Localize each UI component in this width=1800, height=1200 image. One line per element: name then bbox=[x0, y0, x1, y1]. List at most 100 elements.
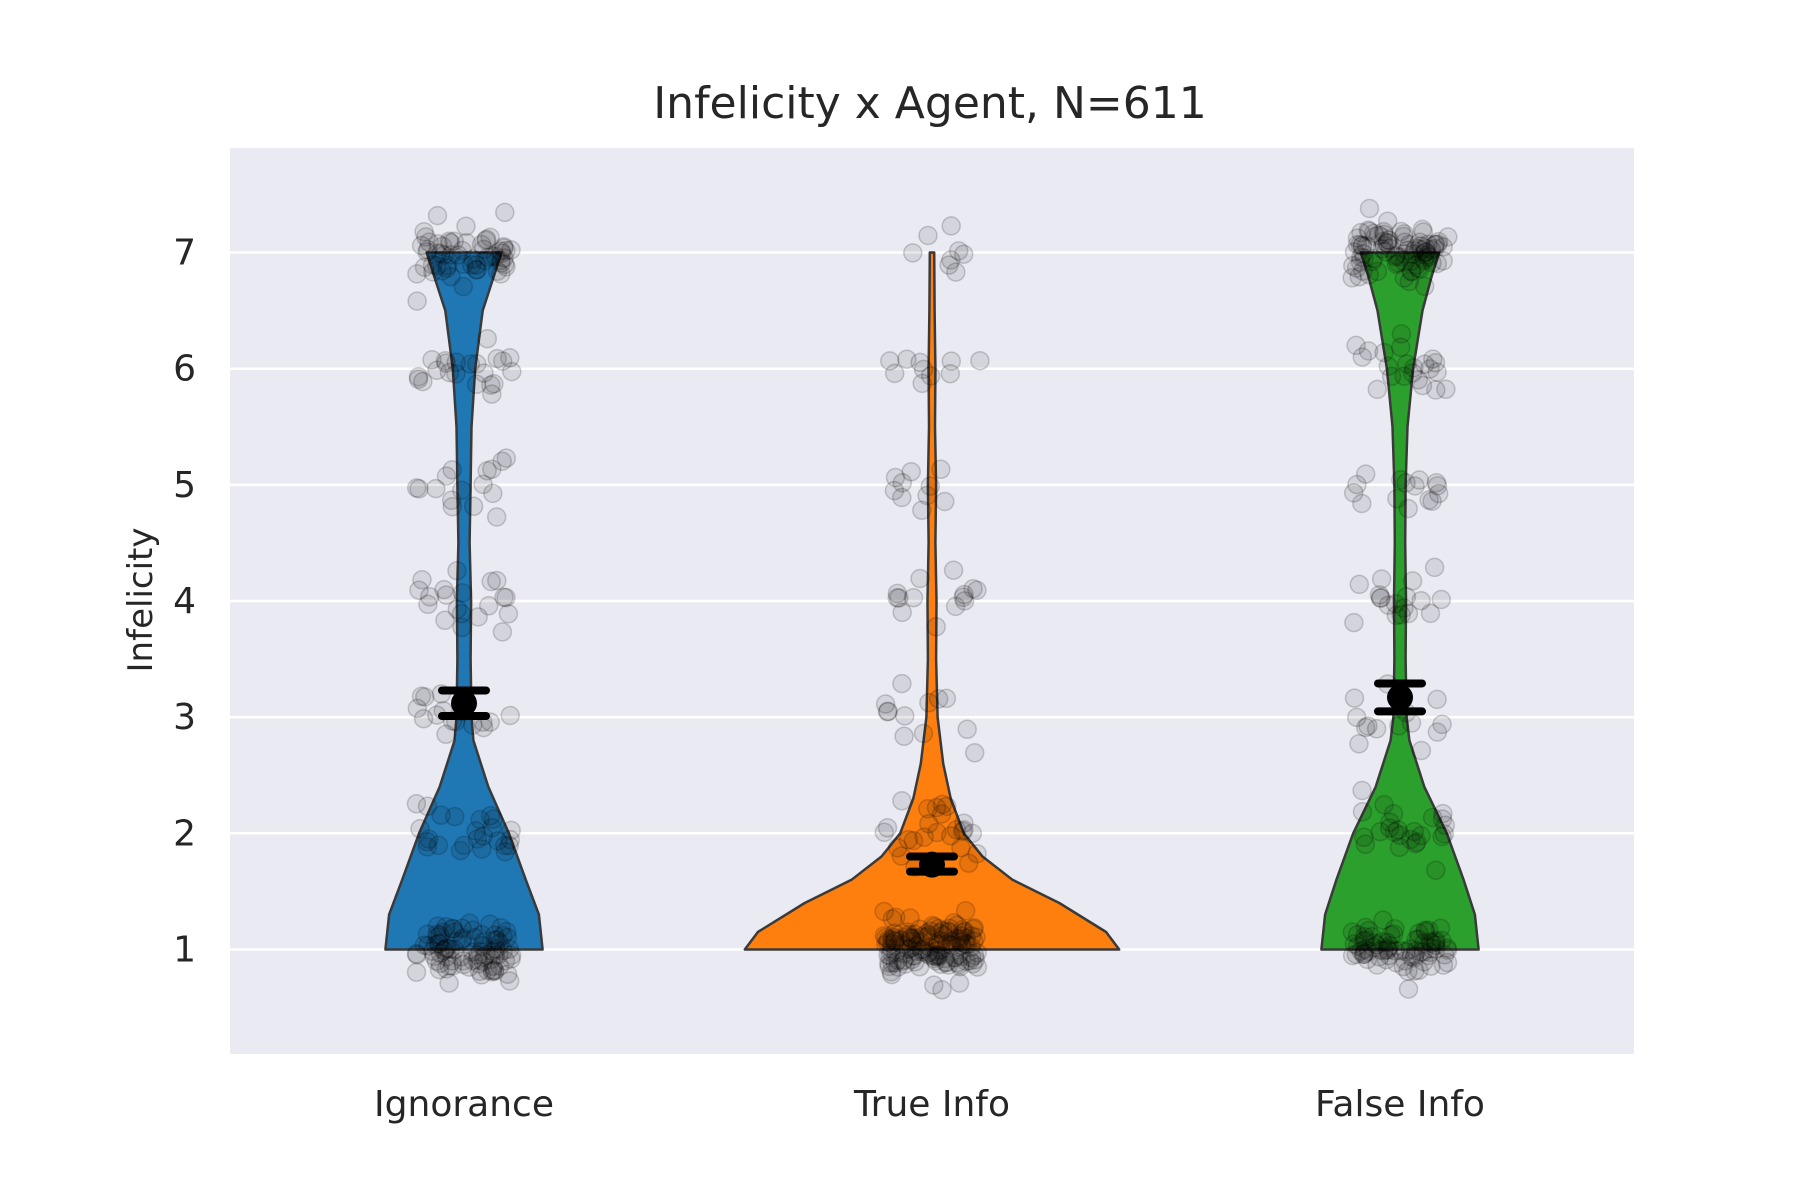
data-point-true-info bbox=[884, 931, 905, 952]
data-point-false-info bbox=[1349, 734, 1369, 754]
y-tick-label-4: 4 bbox=[173, 581, 196, 622]
data-point-true-info bbox=[880, 351, 900, 371]
data-point-true-info bbox=[925, 951, 946, 971]
data-point-true-info bbox=[877, 701, 898, 722]
data-point-true-info bbox=[957, 934, 977, 955]
data-point-true-info bbox=[892, 602, 912, 623]
data-point-ignorance bbox=[453, 928, 473, 949]
data-point-false-info bbox=[1425, 234, 1445, 255]
data-point-false-info bbox=[1413, 244, 1433, 265]
data-point-ignorance bbox=[482, 961, 502, 982]
data-point-false-info bbox=[1353, 944, 1374, 965]
data-point-ignorance bbox=[489, 944, 509, 965]
data-point-ignorance bbox=[477, 328, 498, 349]
data-point-false-info bbox=[1400, 939, 1420, 960]
data-point-true-info bbox=[926, 941, 946, 961]
data-point-ignorance bbox=[439, 231, 459, 251]
data-point-ignorance bbox=[453, 954, 474, 975]
data-point-ignorance bbox=[467, 354, 487, 374]
data-point-ignorance bbox=[471, 924, 492, 945]
data-point-ignorance bbox=[428, 234, 448, 254]
data-point-true-info bbox=[891, 930, 911, 950]
data-point-ignorance bbox=[482, 817, 502, 838]
data-point-ignorance bbox=[439, 956, 459, 976]
data-point-ignorance bbox=[430, 943, 451, 963]
data-point-ignorance bbox=[462, 920, 483, 940]
data-point-false-info bbox=[1354, 931, 1374, 951]
data-point-ignorance bbox=[475, 250, 495, 271]
data-point-false-info bbox=[1418, 945, 1439, 966]
data-point-false-info bbox=[1351, 222, 1371, 243]
y-tick-label-3: 3 bbox=[173, 697, 196, 738]
data-point-ignorance bbox=[446, 364, 466, 384]
data-point-ignorance bbox=[480, 805, 501, 826]
data-point-true-info bbox=[938, 921, 958, 942]
data-point-false-info bbox=[1374, 794, 1394, 815]
data-point-false-info bbox=[1397, 240, 1418, 261]
data-point-true-info bbox=[903, 587, 924, 608]
data-point-ignorance bbox=[491, 264, 511, 284]
data-point-ignorance bbox=[488, 831, 508, 851]
data-point-true-info bbox=[935, 948, 955, 969]
data-point-false-info bbox=[1386, 254, 1407, 275]
data-point-false-info bbox=[1355, 834, 1376, 855]
data-point-false-info bbox=[1409, 239, 1429, 259]
data-point-ignorance bbox=[422, 255, 443, 275]
data-point-true-info bbox=[907, 936, 927, 956]
data-point-false-info bbox=[1428, 234, 1448, 254]
data-point-true-info bbox=[923, 915, 943, 936]
data-point-false-info bbox=[1355, 939, 1375, 960]
data-point-false-info bbox=[1419, 490, 1439, 510]
data-point-false-info bbox=[1420, 603, 1441, 624]
data-point-ignorance bbox=[429, 933, 450, 954]
data-point-false-info bbox=[1377, 940, 1398, 960]
data-point-ignorance bbox=[409, 479, 429, 499]
data-point-false-info bbox=[1398, 498, 1418, 519]
data-point-true-info bbox=[920, 476, 941, 496]
data-point-ignorance bbox=[476, 230, 496, 251]
data-point-true-info bbox=[935, 491, 955, 512]
data-point-ignorance bbox=[500, 705, 520, 726]
data-point-true-info bbox=[901, 928, 922, 949]
data-point-false-info bbox=[1370, 821, 1391, 842]
data-point-true-info bbox=[970, 350, 990, 371]
data-point-false-info bbox=[1390, 337, 1411, 357]
data-point-ignorance bbox=[417, 837, 438, 857]
data-point-false-info bbox=[1362, 926, 1382, 947]
violin-false-info bbox=[1320, 251, 1480, 951]
data-point-false-info bbox=[1355, 930, 1375, 950]
data-point-false-info bbox=[1350, 234, 1370, 255]
data-point-true-info bbox=[927, 946, 948, 967]
data-point-ignorance bbox=[474, 363, 494, 383]
data-point-true-info bbox=[926, 797, 947, 818]
data-point-ignorance bbox=[496, 240, 516, 261]
data-point-true-info bbox=[882, 953, 902, 973]
data-point-false-info bbox=[1344, 688, 1365, 708]
data-point-true-info bbox=[901, 937, 922, 957]
data-point-true-info bbox=[880, 945, 900, 966]
data-point-false-info bbox=[1362, 251, 1382, 272]
data-point-true-info bbox=[894, 706, 915, 726]
data-point-true-info bbox=[946, 820, 967, 840]
data-point-false-info bbox=[1389, 716, 1409, 736]
data-point-false-info bbox=[1412, 375, 1433, 396]
data-point-true-info bbox=[903, 830, 924, 851]
data-point-false-info bbox=[1379, 230, 1400, 251]
data-point-true-info bbox=[905, 928, 925, 948]
data-point-false-info bbox=[1394, 366, 1414, 386]
data-point-true-info bbox=[906, 941, 927, 962]
data-point-ignorance bbox=[500, 829, 521, 850]
data-point-true-info bbox=[885, 953, 905, 973]
data-point-ignorance bbox=[409, 580, 429, 600]
mean-marker-ignorance bbox=[451, 690, 477, 717]
data-point-ignorance bbox=[468, 945, 488, 965]
data-point-ignorance bbox=[412, 570, 432, 590]
data-point-true-info bbox=[888, 950, 908, 970]
data-point-true-info bbox=[911, 939, 932, 960]
data-point-true-info bbox=[942, 931, 962, 952]
data-point-ignorance bbox=[452, 918, 472, 939]
data-point-ignorance bbox=[495, 202, 515, 223]
data-point-false-info bbox=[1411, 590, 1431, 611]
data-point-true-info bbox=[948, 241, 969, 261]
data-point-true-info bbox=[933, 920, 953, 941]
